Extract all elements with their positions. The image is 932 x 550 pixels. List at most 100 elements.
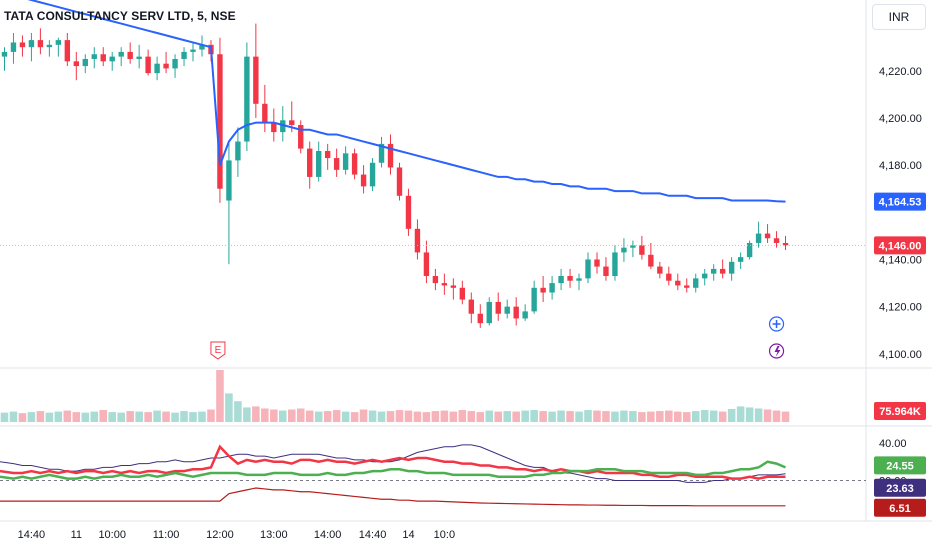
- candle-body: [280, 120, 286, 133]
- chart-title: TATA CONSULTANCY SERV LTD, 5, NSE: [4, 9, 236, 23]
- time-tick-label: 10:00: [98, 529, 126, 541]
- volume-bar: [243, 407, 251, 422]
- volume-bar: [395, 410, 404, 422]
- candle-body: [576, 278, 582, 281]
- candle-body: [333, 158, 340, 170]
- candle-body: [423, 252, 430, 276]
- price-labels: 4,164.53 4,146.00 75.964K 24.55 23.63 6.51: [0, 192, 926, 517]
- candle-body: [639, 245, 645, 255]
- candle-body: [190, 49, 196, 52]
- time-tick-label: 14:40: [18, 529, 46, 541]
- grid-lines: [0, 0, 932, 522]
- volume-bar: [287, 409, 296, 422]
- plus-di-line: [0, 460, 786, 480]
- candle-body: [19, 42, 26, 48]
- plus-event-icon[interactable]: [768, 316, 785, 332]
- volume-bar: [674, 411, 682, 422]
- volume-bar: [72, 412, 81, 422]
- last-price-label-bg: [874, 236, 926, 255]
- earnings-marker-label: E: [215, 345, 222, 356]
- candle-body: [10, 42, 17, 52]
- volume-bar: [144, 412, 152, 422]
- candle-body: [145, 56, 151, 74]
- moving-average-price-label: 4,164.53: [879, 197, 922, 209]
- volume-bar: [754, 408, 763, 422]
- volume-bar: [772, 410, 781, 422]
- candle-body: [342, 153, 349, 170]
- candle-body: [459, 287, 466, 300]
- lightning-event-icon-glyph: [774, 346, 781, 357]
- volume-bars: [0, 370, 790, 422]
- candle-body: [226, 160, 232, 201]
- volume-bar: [198, 411, 206, 422]
- plus-di-value-label: 24.55: [886, 460, 914, 472]
- candle-body: [621, 247, 627, 253]
- volume-bar: [709, 410, 718, 422]
- volume-bar: [18, 413, 27, 422]
- last-price-label: 4,146.00: [879, 240, 922, 252]
- volume-bar: [736, 406, 745, 422]
- candle-body: [136, 56, 142, 59]
- volume-bar: [458, 410, 467, 422]
- volume-bar: [36, 411, 45, 422]
- volume-bar: [81, 412, 90, 422]
- volume-bar: [332, 410, 341, 422]
- volume-bar: [234, 401, 242, 422]
- volume-bar: [386, 411, 395, 422]
- volume-bar: [225, 393, 233, 422]
- time-tick-label: 12:00: [206, 529, 234, 541]
- time-tick-label: 11:00: [153, 529, 180, 541]
- price-tick-label: 4,120.00: [879, 302, 922, 314]
- candle-body: [585, 259, 591, 279]
- candle-body: [154, 63, 160, 74]
- indicator-tick-label: 40.00: [879, 438, 907, 450]
- volume-bar: [54, 411, 63, 422]
- lower-value-label-bg: [874, 498, 926, 517]
- volume-bar: [422, 412, 431, 422]
- volume-bar: [341, 411, 350, 422]
- volume-bar: [647, 411, 655, 422]
- volume-bar: [323, 411, 332, 422]
- candle-body: [504, 306, 510, 314]
- candle-body: [55, 40, 62, 45]
- volume-bar: [270, 409, 278, 422]
- volume-bar: [207, 409, 215, 422]
- candle-body: [522, 311, 528, 319]
- price-tick-label: 4,220.00: [879, 66, 922, 78]
- minus-di-line: [0, 444, 786, 480]
- volume-bar: [602, 411, 610, 422]
- volume-bar: [539, 411, 547, 422]
- candle-body: [711, 268, 717, 274]
- candle-body: [468, 299, 474, 314]
- volume-bar: [377, 411, 386, 422]
- candle-body: [351, 153, 358, 175]
- volume-bar: [359, 409, 368, 422]
- candle-body: [253, 56, 259, 104]
- candle-body: [764, 233, 771, 239]
- volume-bar: [620, 410, 628, 422]
- volume-bar: [476, 412, 485, 422]
- volume-bar: [27, 412, 36, 422]
- candle-body: [405, 195, 412, 229]
- volume-bar: [449, 411, 458, 422]
- volume-bar: [763, 409, 772, 422]
- candle-body: [369, 162, 376, 187]
- candle-body: [684, 285, 690, 288]
- volume-bar: [368, 410, 377, 422]
- candle-body: [100, 54, 106, 62]
- chart-markers: E: [210, 316, 785, 360]
- lightning-event-icon[interactable]: [768, 343, 785, 359]
- currency-button[interactable]: INR: [872, 4, 926, 30]
- volume-bar: [503, 411, 511, 422]
- candle-body: [73, 61, 79, 67]
- candle-body: [244, 56, 250, 142]
- volume-bar: [305, 410, 314, 422]
- volume-bar: [126, 411, 134, 422]
- volume-bar: [727, 409, 736, 422]
- candle-body: [432, 276, 439, 284]
- volume-bar: [162, 411, 170, 422]
- candle-body: [396, 167, 403, 196]
- volume-bar: [108, 412, 116, 422]
